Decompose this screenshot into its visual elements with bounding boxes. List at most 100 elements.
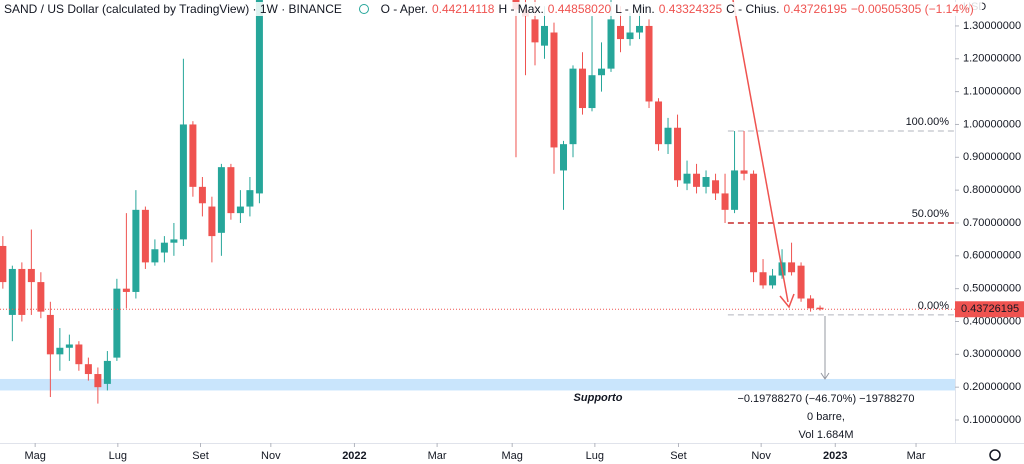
candle-body — [807, 298, 815, 309]
trend-arrow-head — [779, 293, 795, 309]
candle-body — [617, 25, 625, 40]
candle-body — [816, 307, 824, 310]
candle-body — [151, 249, 159, 263]
candle-body — [236, 206, 244, 214]
legend-value: 0.43324325 — [658, 2, 723, 16]
candle-body — [160, 242, 168, 253]
candle-body — [18, 268, 26, 315]
candle-body — [189, 124, 197, 187]
candle-body — [0, 245, 7, 283]
fib-label: 100.00% — [906, 116, 950, 128]
y-tick-label: 1.00000000 — [963, 118, 1021, 130]
candle-body — [740, 170, 748, 174]
legend-value: 0.44214118 — [431, 2, 495, 16]
candle-body — [56, 347, 64, 355]
support-zone — [0, 378, 955, 391]
y-tick-label: 0.40000000 — [963, 315, 1021, 327]
candle-body — [683, 173, 691, 184]
y-tick-label: 0.10000000 — [963, 414, 1021, 426]
measure-label: Vol 1.684M — [798, 429, 853, 441]
x-tick-label: 2023 — [823, 450, 847, 462]
y-tick-label: 0.90000000 — [963, 151, 1021, 163]
candle-body — [759, 272, 767, 286]
candle-body — [122, 288, 130, 292]
y-tick-label: 1.20000000 — [963, 53, 1021, 65]
last-price-tag — [955, 301, 1024, 318]
candle-body — [75, 344, 83, 365]
candle-body — [65, 344, 73, 348]
candle-body — [170, 239, 178, 243]
support-label: Supporto — [574, 392, 623, 404]
candle-body — [674, 127, 682, 181]
candle-body — [94, 374, 102, 388]
candle-body — [588, 75, 596, 109]
last-price-label: 0.43726195 — [961, 303, 1019, 315]
legend-label: O - Aper. — [380, 2, 428, 16]
candle-body — [607, 19, 615, 69]
candle-body — [179, 124, 187, 240]
candle-body — [255, 0, 263, 194]
candle-body — [579, 68, 587, 109]
y-tick-label: 1.10000000 — [963, 86, 1021, 98]
candle-body — [731, 170, 739, 210]
trend-arrow — [732, 0, 789, 303]
candle-body — [626, 32, 634, 40]
ohlc-values: O - Aper. 0.44214118 H - Max. 0.44858020 L -… — [381, 2, 978, 16]
candle-body — [788, 262, 796, 273]
candle-body — [559, 144, 567, 171]
candle-body — [531, 19, 539, 43]
settings-icon[interactable] — [989, 449, 1001, 461]
x-tick-label: Lug — [109, 450, 127, 462]
candle-body — [246, 190, 254, 207]
y-tick-label: 0.50000000 — [963, 283, 1021, 295]
candle-body — [227, 167, 235, 214]
x-tick-label: Lug — [586, 450, 604, 462]
candle-body — [645, 25, 653, 102]
legend-value: 0.43726195 — [783, 2, 847, 16]
candle-body — [208, 206, 216, 237]
measure-label: 0 barre, — [807, 411, 845, 423]
candle-body — [769, 275, 777, 286]
candle-body — [655, 101, 663, 145]
legend-label: H - Max. — [498, 2, 544, 16]
y-tick-label: 0.20000000 — [963, 381, 1021, 393]
candle-body — [636, 25, 644, 33]
x-tick-label: Mar — [428, 450, 447, 462]
candle-body — [750, 173, 758, 273]
y-tick-label: 0.80000000 — [963, 184, 1021, 196]
candle-body — [132, 209, 140, 292]
x-tick-label: Mar — [907, 450, 926, 462]
symbol-title: SAND / US Dollar (calculated by TradingV… — [4, 2, 342, 16]
candle-body — [27, 268, 35, 283]
candle-body — [598, 68, 606, 76]
candle-body — [84, 364, 92, 375]
y-tick-label: 0.30000000 — [963, 348, 1021, 360]
fib-label: 0.00% — [918, 300, 949, 312]
candle-body — [46, 314, 54, 355]
y-tick-label: 1.30000000 — [963, 20, 1021, 32]
candle-body — [540, 25, 548, 46]
candle-body — [103, 360, 111, 384]
fib-label: 50.00% — [912, 208, 950, 220]
legend-label: C - Chius. — [726, 2, 780, 16]
candle-body — [550, 32, 558, 148]
candle-body — [37, 282, 45, 312]
legend-label: L - Min. — [615, 2, 655, 16]
measure-head — [820, 372, 830, 380]
measure-label: −0.19788270 (−46.70%) −19788270 — [737, 393, 914, 405]
candle-body — [797, 265, 805, 299]
candle-body — [113, 288, 121, 358]
candle-body — [702, 177, 710, 187]
x-tick-label: 2022 — [342, 450, 366, 462]
x-tick-label: Mag — [24, 450, 45, 462]
x-tick-label: Nov — [261, 450, 281, 462]
candle-body — [712, 180, 720, 194]
x-tick-label: Set — [670, 450, 687, 462]
legend-header: SAND / US Dollar (calculated by TradingV… — [4, 2, 982, 16]
candle-body — [693, 173, 701, 187]
candle-body — [721, 193, 729, 210]
candle-body — [217, 167, 225, 233]
candle-body — [141, 209, 149, 263]
candle-body — [198, 186, 206, 204]
